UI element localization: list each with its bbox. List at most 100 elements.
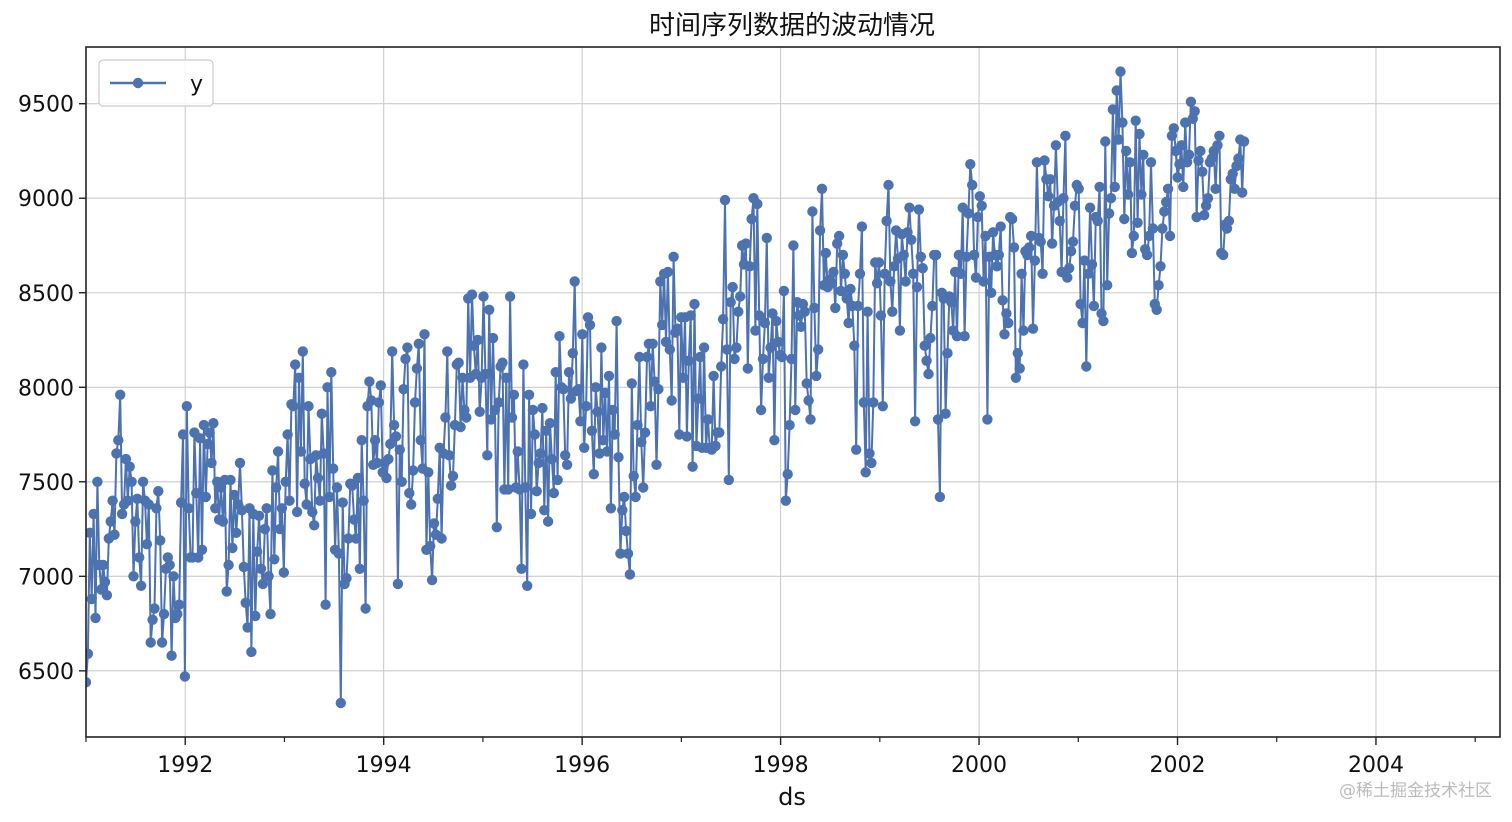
data-point [385, 438, 396, 450]
data-point [331, 482, 343, 493]
data-point [1086, 259, 1098, 270]
data-point [976, 200, 987, 211]
data-point [485, 414, 497, 425]
data-point [1147, 223, 1159, 234]
data-point [782, 469, 793, 480]
data-point [620, 525, 632, 537]
data-point [546, 453, 558, 465]
data-point [1105, 193, 1117, 204]
data-point [419, 329, 430, 340]
data-point [687, 461, 698, 472]
data-point [130, 516, 141, 527]
data-point [1126, 247, 1138, 259]
data-point [484, 304, 495, 315]
data-point [695, 351, 706, 363]
data-point [442, 346, 453, 357]
data-point [126, 476, 137, 487]
data-point [987, 227, 999, 238]
data-point [394, 444, 405, 455]
data-point [801, 378, 812, 389]
data-point [314, 495, 326, 506]
data-point [436, 533, 447, 544]
data-point [735, 291, 746, 302]
data-point [328, 463, 339, 474]
data-point [1077, 317, 1088, 329]
data-point [573, 384, 584, 395]
data-point [280, 476, 291, 487]
data-point [740, 238, 752, 249]
data-point [520, 482, 531, 493]
data-point [253, 510, 265, 521]
data-point [265, 608, 276, 620]
legend-label-y: y [190, 72, 203, 97]
data-point [1130, 115, 1141, 126]
data-point [991, 261, 1003, 272]
data-point [999, 329, 1010, 340]
data-point [272, 446, 284, 457]
data-point [719, 194, 731, 206]
data-point [803, 395, 814, 406]
data-point [683, 355, 694, 366]
data-point [529, 429, 540, 440]
data-point [1062, 272, 1073, 283]
data-point [1157, 223, 1168, 234]
data-point [1039, 155, 1050, 166]
plot-area-frame [85, 46, 1501, 738]
data-point [1054, 215, 1065, 227]
data-point [828, 266, 839, 278]
data-point [845, 283, 856, 295]
data-point [1193, 155, 1204, 166]
data-point [645, 401, 656, 412]
data-point [480, 368, 491, 380]
data-point [252, 546, 263, 557]
data-point [413, 338, 424, 349]
data-point [1075, 298, 1086, 310]
data-point [86, 593, 97, 605]
data-point [788, 240, 799, 251]
data-point [204, 427, 215, 438]
data-point [512, 446, 523, 457]
data-point [274, 523, 286, 535]
data-point [830, 302, 841, 314]
data-point [963, 208, 974, 219]
data-point [1111, 85, 1122, 96]
x-tick-label: 2004 [1348, 753, 1404, 778]
data-point [358, 495, 369, 506]
data-point [381, 472, 392, 484]
data-point [238, 561, 249, 573]
data-point [158, 608, 170, 620]
data-point [974, 191, 985, 202]
data-point [337, 497, 348, 508]
data-point [200, 491, 211, 503]
data-point [750, 325, 761, 336]
x-tick-label: 2002 [1150, 753, 1206, 778]
data-point [565, 393, 577, 404]
data-point [622, 548, 634, 559]
legend: y [98, 59, 214, 107]
data-point [250, 610, 261, 622]
data-point [877, 401, 888, 412]
data-point [278, 567, 289, 578]
data-point [607, 404, 618, 416]
data-point [107, 495, 118, 506]
data-point [866, 457, 877, 469]
data-point [716, 361, 727, 372]
data-point [552, 474, 563, 486]
data-point [409, 397, 421, 408]
data-point [993, 249, 1004, 261]
data-point [1153, 280, 1164, 291]
data-point [347, 480, 358, 491]
data-point [757, 353, 769, 365]
data-point [364, 376, 375, 387]
data-point [1023, 242, 1035, 253]
data-point [1065, 246, 1077, 257]
data-point [404, 487, 415, 499]
data-point [255, 563, 267, 574]
data-point [172, 608, 183, 620]
data-point [826, 278, 837, 289]
data-point [406, 499, 417, 510]
data-point [240, 597, 251, 608]
data-point [1094, 181, 1105, 193]
data-point [301, 499, 312, 510]
